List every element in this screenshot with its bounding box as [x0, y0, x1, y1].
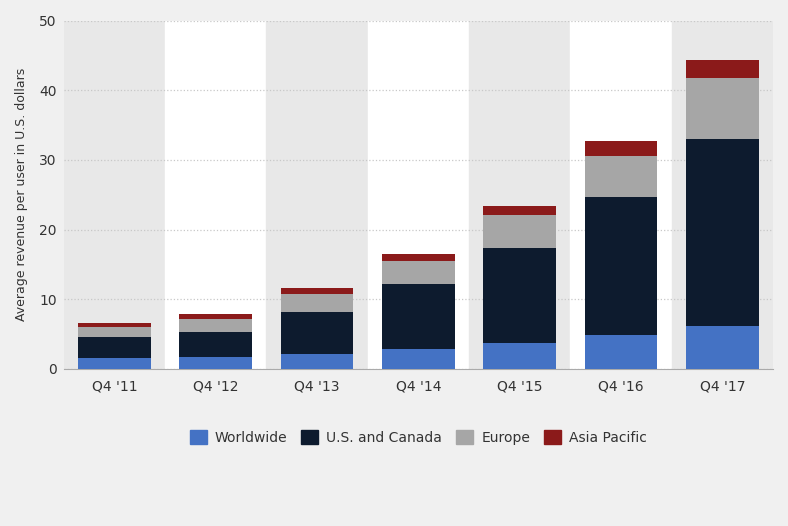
Bar: [78, 337, 151, 358]
Bar: [469, 21, 571, 369]
Bar: [585, 141, 657, 156]
Bar: [483, 343, 556, 369]
Bar: [266, 21, 368, 369]
Bar: [585, 335, 657, 369]
Bar: [281, 288, 354, 294]
Bar: [382, 261, 455, 284]
Bar: [686, 326, 759, 369]
Bar: [281, 354, 354, 369]
Bar: [78, 327, 151, 337]
Bar: [281, 312, 354, 354]
Bar: [483, 206, 556, 215]
Bar: [686, 59, 759, 78]
Bar: [571, 21, 671, 369]
Bar: [483, 248, 556, 343]
Bar: [179, 332, 252, 357]
Bar: [165, 21, 266, 369]
Bar: [686, 139, 759, 326]
Bar: [585, 197, 657, 335]
Bar: [179, 319, 252, 332]
Bar: [78, 358, 151, 369]
Bar: [671, 21, 773, 369]
Bar: [686, 78, 759, 139]
Bar: [585, 156, 657, 197]
Bar: [382, 284, 455, 349]
Legend: Worldwide, U.S. and Canada, Europe, Asia Pacific: Worldwide, U.S. and Canada, Europe, Asia…: [184, 424, 652, 450]
Y-axis label: Average revenue per user in U.S. dollars: Average revenue per user in U.S. dollars: [15, 68, 28, 321]
Bar: [382, 254, 455, 261]
Bar: [382, 349, 455, 369]
Bar: [179, 357, 252, 369]
Bar: [483, 215, 556, 248]
Bar: [179, 314, 252, 319]
Bar: [281, 294, 354, 312]
Bar: [78, 323, 151, 327]
Bar: [368, 21, 469, 369]
Bar: [64, 21, 165, 369]
